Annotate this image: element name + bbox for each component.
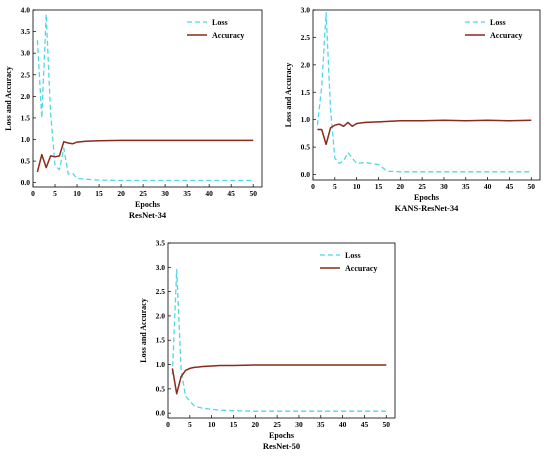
x-tick-label: 10 [73,189,81,198]
x-tick-label: 10 [208,420,216,429]
y-tick-label: 0.5 [301,143,311,152]
x-tick-label: 15 [375,182,383,191]
x-tick-label: 25 [139,189,147,198]
x-tick-label: 20 [252,420,260,429]
x-tick-label: 50 [528,182,536,191]
y-tick-label: 1.5 [156,336,166,345]
legend-label-accuracy: Accuracy [345,264,377,273]
y-tick-label: 0.0 [21,178,31,187]
x-tick-label: 45 [227,189,235,198]
chart-caption: ResNet-50 [263,441,300,451]
y-tick-label: 1.0 [156,360,166,369]
plot-frame [312,9,541,181]
series-line-accuracy [171,364,387,395]
x-tick-label: 50 [383,420,391,429]
y-tick-label: 3.5 [156,239,166,248]
legend-label-loss: Loss [212,18,228,27]
y-tick-label: 2.0 [21,92,31,101]
y-axis-title: Loss and Accuracy [4,66,13,130]
legend-label-loss: Loss [345,251,361,260]
legend-label-accuracy: Accuracy [490,31,522,40]
legend-label-accuracy: Accuracy [212,31,244,40]
y-tick-label: 3.0 [301,6,311,15]
y-tick-label: 2.0 [156,311,166,320]
x-tick-label: 25 [418,182,426,191]
x-tick-label: 0 [31,189,35,198]
series-line-loss [36,13,254,182]
x-tick-label: 20 [397,182,405,191]
x-tick-label: 0 [166,420,170,429]
y-tick-label: 0.5 [156,384,166,393]
chart-caption: KANS-ResNet-34 [395,203,459,213]
y-tick-label: 3.0 [21,49,31,58]
chart-panel-3: 0 5 10 15 20 25 30 35 40 45 50 0.0 0.5 1.0 1.5 2.0 2.5 3.… [139,239,396,451]
y-tick-label: 1.0 [21,135,31,144]
y-tick-label: 2.5 [21,70,31,79]
legend-label-loss: Loss [490,18,506,27]
x-tick-label: 40 [339,420,347,429]
x-tick-label: 5 [53,189,57,198]
x-tick-label: 35 [183,189,191,198]
x-tick-label: 30 [161,189,169,198]
y-tick-label: 0.0 [301,170,311,179]
chart-panel-1: 0 5 10 15 20 25 30 35 40 45 50 0.0 0.5 1.0 1.5 2.0 2.5 3.… [4,6,263,220]
y-tick-label: 1.5 [21,113,31,122]
x-tick-label: 50 [249,189,257,198]
x-tick-label: 0 [311,182,315,191]
chart-panel-2: 0 5 10 15 20 25 30 35 40 45 50 0.0 0.5 1.0 1.5 2.0 2.5 3.… [284,6,541,213]
series-line-accuracy [317,119,532,146]
x-tick-label: 25 [273,420,281,429]
y-tick-label: 4.0 [21,6,31,15]
y-tick-label: 2.5 [156,287,166,296]
x-tick-label: 20 [117,189,125,198]
x-tick-label: 5 [188,420,192,429]
x-axis-title: Epochs [269,431,294,440]
y-tick-label: 1.0 [301,115,311,124]
y-tick-label: 0.0 [156,409,166,418]
x-tick-label: 10 [353,182,361,191]
series-line-accuracy [36,139,254,173]
series-line-loss [171,269,387,412]
plot-frame [167,242,396,419]
y-tick-label: 0.5 [21,157,31,166]
y-axis-title: Loss and Accuracy [284,63,293,127]
x-axis-title: Epochs [414,193,439,202]
y-tick-label: 3.5 [21,27,31,36]
x-tick-label: 40 [205,189,213,198]
x-tick-label: 30 [440,182,448,191]
series-line-loss [316,12,532,173]
x-tick-label: 35 [462,182,470,191]
x-tick-label: 45 [361,420,369,429]
y-tick-label: 1.5 [301,88,311,97]
x-tick-label: 15 [95,189,103,198]
x-tick-label: 30 [295,420,303,429]
x-axis-title: Epochs [135,200,160,209]
x-tick-label: 5 [333,182,337,191]
chart-caption: ResNet-34 [129,210,167,220]
y-tick-label: 2.5 [301,33,311,42]
x-tick-label: 35 [317,420,325,429]
x-tick-label: 15 [230,420,238,429]
y-axis-title: Loss and Accuracy [139,298,148,362]
x-tick-label: 45 [506,182,514,191]
plot-frame [32,9,263,188]
y-tick-label: 3.0 [156,263,166,272]
x-tick-label: 40 [484,182,492,191]
y-tick-label: 2.0 [301,60,311,69]
